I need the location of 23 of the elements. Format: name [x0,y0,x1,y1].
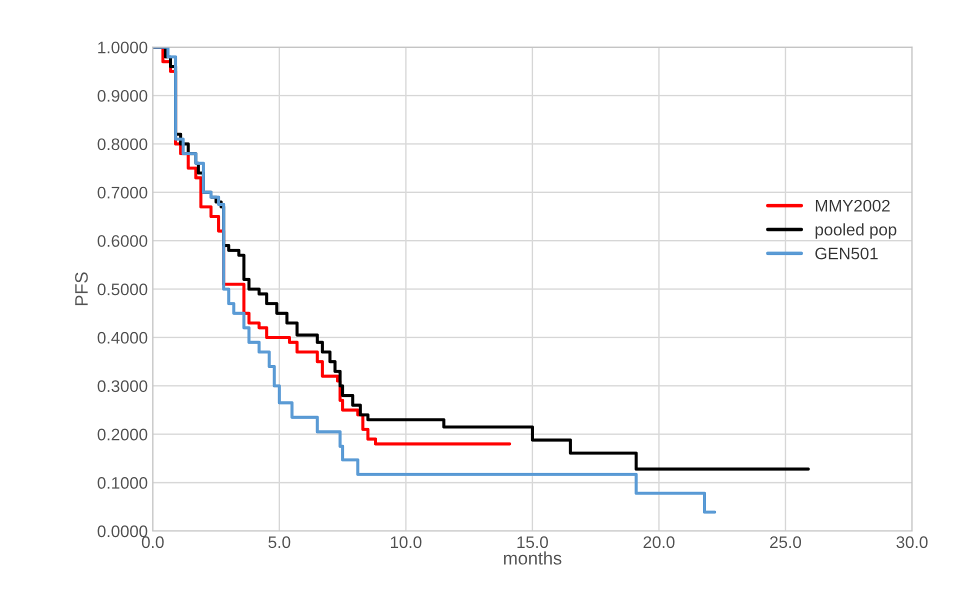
y-tick-label: 0.3000 [98,380,148,392]
legend-label: pooled pop [816,223,896,239]
y-tick-label: 0.4000 [98,332,148,344]
y-tick-label: 0.9000 [98,90,148,102]
x-axis-title: months [504,551,562,565]
x-tick-label: 5.0 [268,536,290,548]
y-tick-label: 0.8000 [98,138,148,150]
x-tick-label: 20.0 [644,536,675,548]
y-tick-label: 0.2000 [98,428,148,440]
x-tick-label: 0.0 [142,536,164,548]
x-tick-label: 30.0 [896,536,928,548]
y-tick-label: 0.7000 [98,186,148,199]
y-axis-title: PFS [75,272,88,306]
y-tick-label: 0.1000 [98,477,148,489]
x-tick-label: 25.0 [770,536,802,548]
x-tick-label: 10.0 [390,536,422,548]
y-tick-label: 1.0000 [98,42,148,54]
y-tick-label: 0.5000 [98,284,148,296]
legend-label: MMY2002 [816,200,890,212]
y-tick-label: 0.6000 [98,235,148,247]
y-tick-label: 0.0000 [98,525,148,538]
x-tick-label: 15.0 [517,536,548,548]
legend-label: GEN501 [815,248,878,260]
